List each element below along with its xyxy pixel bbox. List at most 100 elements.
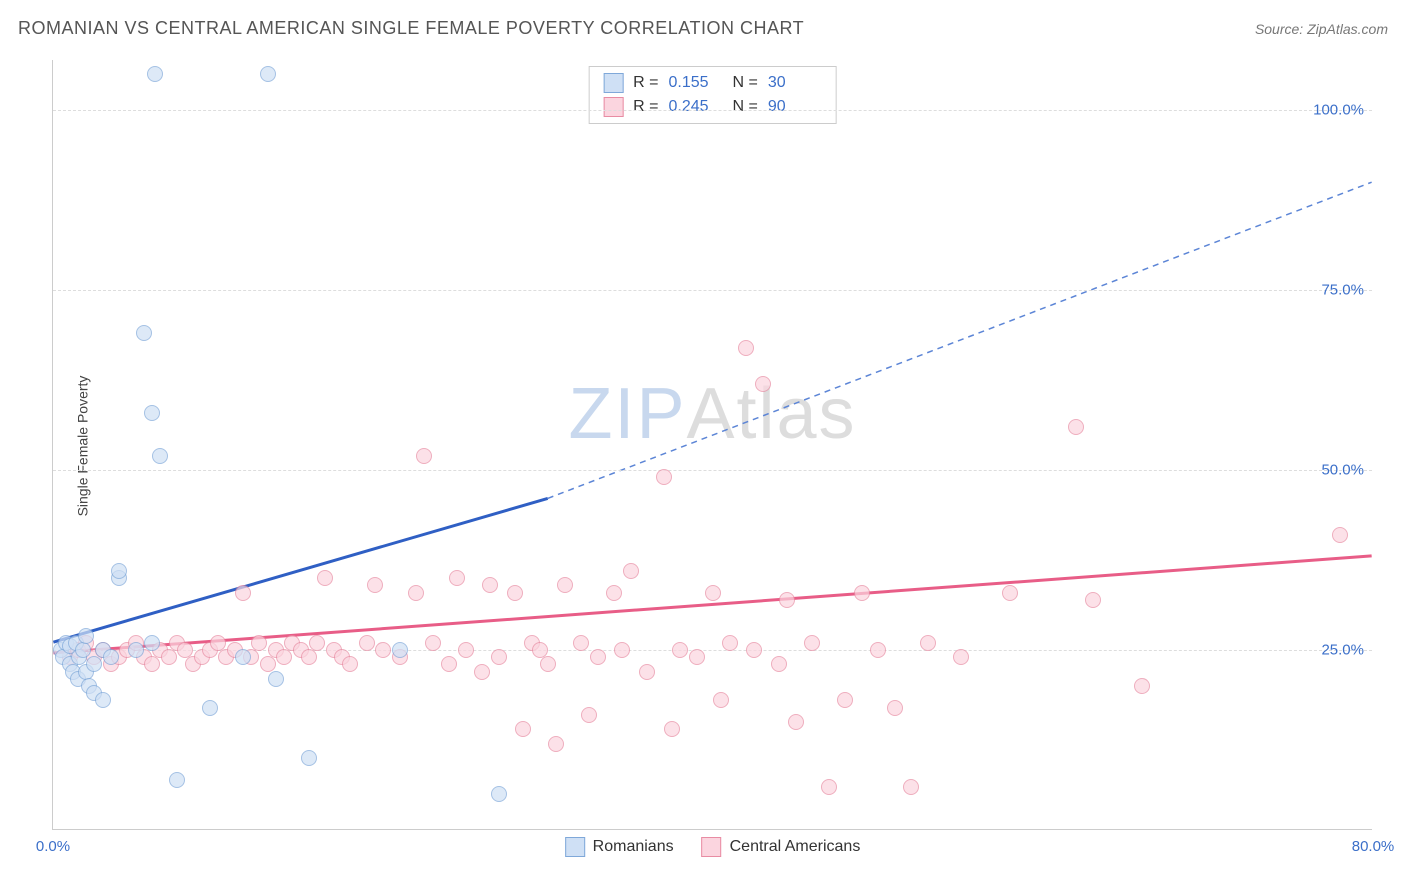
stats-row-1: R = 0.155 N = 30 <box>603 71 822 95</box>
data-point <box>392 642 408 658</box>
data-point <box>367 577 383 593</box>
swatch-series-2b <box>702 837 722 857</box>
grid-line <box>53 470 1372 471</box>
data-point <box>78 628 94 644</box>
data-point <box>235 585 251 601</box>
data-point <box>491 649 507 665</box>
n-label: N = <box>733 74 758 92</box>
data-point <box>614 642 630 658</box>
data-point <box>103 649 119 665</box>
data-point <box>953 649 969 665</box>
data-point <box>309 635 325 651</box>
r-value-1: 0.155 <box>669 74 723 92</box>
data-point <box>779 592 795 608</box>
data-point <box>1134 678 1150 694</box>
legend-item-2: Central Americans <box>702 837 861 857</box>
data-point <box>268 671 284 687</box>
trend-lines <box>53 60 1372 829</box>
data-point <box>482 577 498 593</box>
y-tick-label: 25.0% <box>1321 642 1364 659</box>
data-point <box>722 635 738 651</box>
data-point <box>1068 419 1084 435</box>
n-value-2: 90 <box>768 98 822 116</box>
scatter-plot: ZIPAtlas R = 0.155 N = 30 R = 0.245 N = … <box>52 60 1372 830</box>
data-point <box>887 700 903 716</box>
data-point <box>920 635 936 651</box>
data-point <box>788 714 804 730</box>
r-label-2: R = <box>633 98 658 116</box>
data-point <box>581 707 597 723</box>
data-point <box>507 585 523 601</box>
data-point <box>235 649 251 665</box>
data-point <box>590 649 606 665</box>
swatch-series-1b <box>565 837 585 857</box>
data-point <box>639 664 655 680</box>
data-point <box>606 585 622 601</box>
data-point <box>854 585 870 601</box>
data-point <box>441 656 457 672</box>
data-point <box>276 649 292 665</box>
swatch-series-2 <box>603 97 623 117</box>
data-point <box>557 577 573 593</box>
y-tick-label: 50.0% <box>1321 462 1364 479</box>
title-bar: ROMANIAN VS CENTRAL AMERICAN SINGLE FEMA… <box>18 18 1388 39</box>
data-point <box>664 721 680 737</box>
data-point <box>144 635 160 651</box>
data-point <box>144 405 160 421</box>
data-point <box>95 692 111 708</box>
n-label-2: N = <box>733 98 758 116</box>
data-point <box>623 563 639 579</box>
data-point <box>136 325 152 341</box>
data-point <box>408 585 424 601</box>
chart-title: ROMANIAN VS CENTRAL AMERICAN SINGLE FEMA… <box>18 18 804 39</box>
data-point <box>75 642 91 658</box>
data-point <box>821 779 837 795</box>
watermark-atlas: Atlas <box>686 374 856 454</box>
data-point <box>425 635 441 651</box>
data-point <box>86 656 102 672</box>
y-tick-label: 100.0% <box>1313 102 1364 119</box>
data-point <box>1085 592 1101 608</box>
data-point <box>870 642 886 658</box>
data-point <box>713 692 729 708</box>
stats-legend: R = 0.155 N = 30 R = 0.245 N = 90 <box>588 66 837 124</box>
data-point <box>111 563 127 579</box>
data-point <box>903 779 919 795</box>
data-point <box>491 786 507 802</box>
data-point <box>169 772 185 788</box>
data-point <box>804 635 820 651</box>
source-label: Source: ZipAtlas.com <box>1255 21 1388 37</box>
x-tick-label: 80.0% <box>1352 838 1395 855</box>
r-label: R = <box>633 74 658 92</box>
swatch-series-1 <box>603 73 623 93</box>
data-point <box>705 585 721 601</box>
data-point <box>689 649 705 665</box>
legend-label-1: Romanians <box>593 838 674 856</box>
legend-label-2: Central Americans <box>730 838 861 856</box>
y-tick-label: 75.0% <box>1321 282 1364 299</box>
series-legend: Romanians Central Americans <box>565 837 861 857</box>
data-point <box>260 66 276 82</box>
data-point <box>147 66 163 82</box>
grid-line <box>53 290 1372 291</box>
data-point <box>161 649 177 665</box>
data-point <box>540 656 556 672</box>
data-point <box>359 635 375 651</box>
data-point <box>1332 527 1348 543</box>
grid-line <box>53 110 1372 111</box>
data-point <box>317 570 333 586</box>
data-point <box>301 649 317 665</box>
watermark: ZIPAtlas <box>568 373 856 455</box>
data-point <box>301 750 317 766</box>
legend-item-1: Romanians <box>565 837 674 857</box>
data-point <box>251 635 267 651</box>
data-point <box>771 656 787 672</box>
data-point <box>738 340 754 356</box>
data-point <box>515 721 531 737</box>
data-point <box>548 736 564 752</box>
data-point <box>656 469 672 485</box>
data-point <box>128 642 144 658</box>
data-point <box>144 656 160 672</box>
data-point <box>416 448 432 464</box>
data-point <box>202 700 218 716</box>
